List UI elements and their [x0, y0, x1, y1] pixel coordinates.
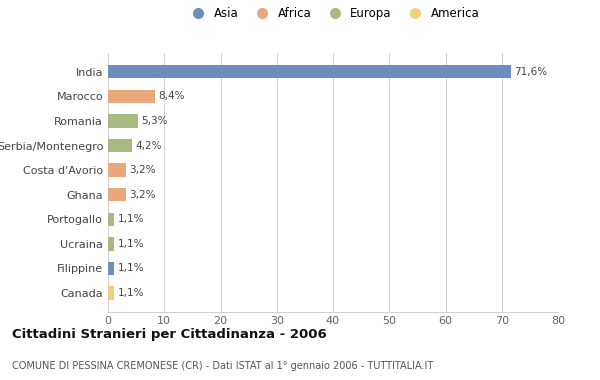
- Bar: [108, 262, 114, 275]
- Text: 71,6%: 71,6%: [514, 67, 547, 77]
- Bar: [108, 212, 114, 226]
- Text: 8,4%: 8,4%: [158, 91, 185, 101]
- Text: 3,2%: 3,2%: [130, 190, 156, 200]
- Text: 1,1%: 1,1%: [118, 239, 144, 249]
- Text: Cittadini Stranieri per Cittadinanza - 2006: Cittadini Stranieri per Cittadinanza - 2…: [12, 328, 327, 341]
- Text: 1,1%: 1,1%: [118, 288, 144, 298]
- Bar: [108, 139, 131, 152]
- Text: COMUNE DI PESSINA CREMONESE (CR) - Dati ISTAT al 1° gennaio 2006 - TUTTITALIA.IT: COMUNE DI PESSINA CREMONESE (CR) - Dati …: [12, 361, 433, 370]
- Bar: [108, 65, 511, 79]
- Bar: [108, 188, 126, 201]
- Text: 5,3%: 5,3%: [141, 116, 167, 126]
- Text: 4,2%: 4,2%: [135, 141, 161, 150]
- Legend: Asia, Africa, Europa, America: Asia, Africa, Europa, America: [182, 2, 484, 25]
- Text: 1,1%: 1,1%: [118, 214, 144, 224]
- Bar: [108, 163, 126, 177]
- Bar: [108, 286, 114, 300]
- Text: 3,2%: 3,2%: [130, 165, 156, 175]
- Text: 1,1%: 1,1%: [118, 263, 144, 274]
- Bar: [108, 90, 155, 103]
- Bar: [108, 114, 138, 128]
- Bar: [108, 237, 114, 251]
